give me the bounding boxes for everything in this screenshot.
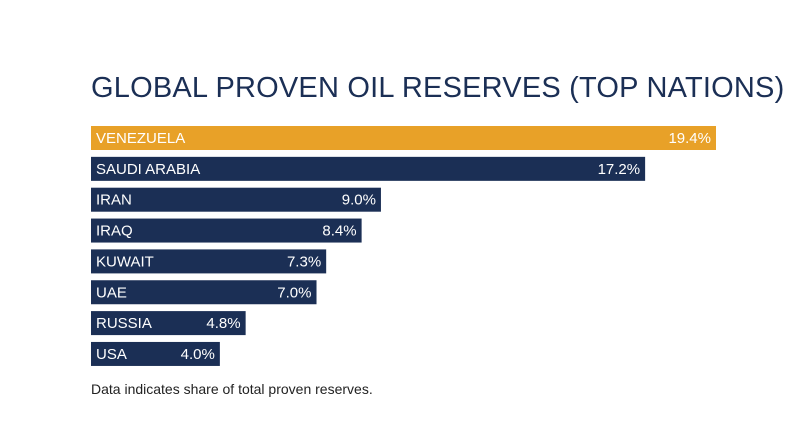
- bar-label-venezuela: VENEZUELA: [96, 130, 185, 147]
- value-label-saudi-arabia: 17.2%: [598, 161, 641, 178]
- footnote: Data indicates share of total proven res…: [91, 381, 373, 397]
- bar-label-uae: UAE: [96, 284, 127, 301]
- value-label-iran: 9.0%: [342, 192, 376, 209]
- bar-label-russia: RUSSIA: [96, 315, 152, 332]
- bar-label-saudi-arabia: SAUDI ARABIA: [96, 161, 200, 178]
- value-label-russia: 4.8%: [206, 315, 240, 332]
- value-label-iraq: 8.4%: [322, 223, 356, 240]
- bar-label-iran: IRAN: [96, 192, 132, 209]
- chart-title: GLOBAL PROVEN OIL RESERVES (TOP NATIONS): [91, 72, 785, 104]
- bar-usa: [91, 341, 220, 366]
- bar-russia: [91, 311, 246, 336]
- bar-kuwait: [91, 249, 327, 274]
- bar-iraq: [91, 218, 362, 243]
- value-label-venezuela: 19.4%: [668, 130, 711, 147]
- bar-iran: [91, 187, 381, 212]
- bar-label-iraq: IRAQ: [96, 223, 133, 240]
- value-label-uae: 7.0%: [277, 284, 311, 301]
- bar-label-kuwait: KUWAIT: [96, 253, 154, 270]
- bar-saudi-arabia: [91, 156, 646, 181]
- value-label-usa: 4.0%: [181, 346, 215, 363]
- bar-label-usa: USA: [96, 346, 127, 363]
- bar-venezuela: [91, 126, 716, 150]
- bar-uae: [91, 280, 317, 305]
- value-label-kuwait: 7.3%: [287, 253, 321, 270]
